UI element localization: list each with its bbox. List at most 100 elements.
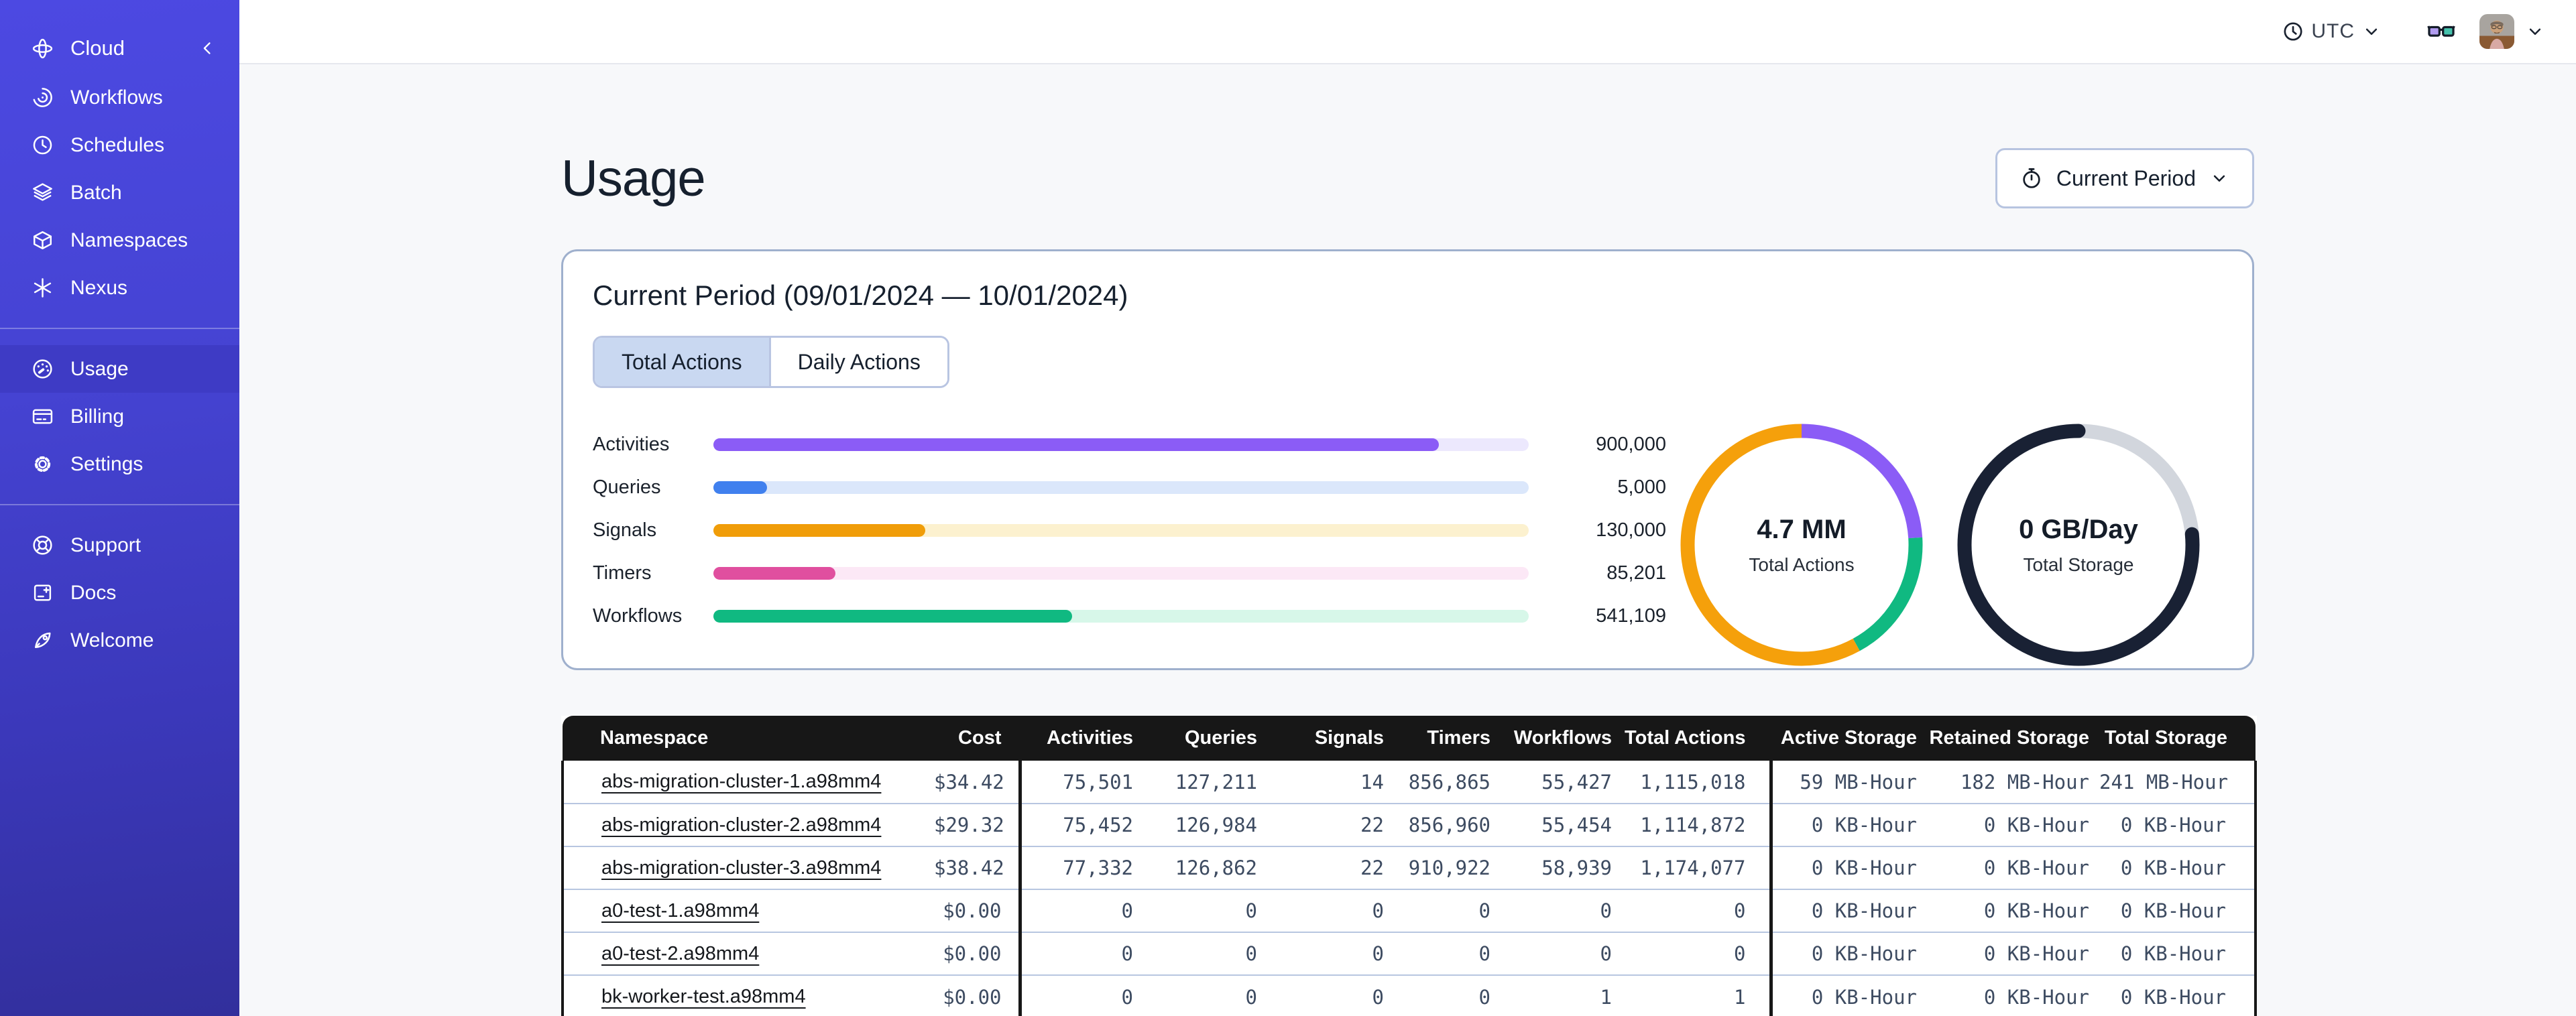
user-avatar[interactable] (2479, 14, 2514, 49)
namespace-cell[interactable]: abs-migration-cluster-3.a98mm4 (561, 846, 934, 889)
column-header-activities: Activities (1018, 716, 1143, 761)
sidebar-item-settings[interactable]: Settings (0, 440, 239, 488)
value-cell: 0 KB-Hour (1769, 846, 1927, 889)
value-cell: 0 (1143, 974, 1267, 1016)
clock-icon (2282, 20, 2304, 43)
tab-total-actions[interactable]: Total Actions (595, 338, 769, 386)
topbar: UTC (239, 0, 2576, 64)
bar-fill (713, 438, 1440, 451)
sidebar-item-label: Nexus (70, 276, 128, 299)
sidebar-item-docs[interactable]: Docs (0, 569, 239, 617)
namespace-link[interactable]: abs-migration-cluster-1.a98mm4 (601, 771, 882, 792)
value-cell: 0 KB-Hour (1769, 889, 1927, 932)
tab-daily-actions[interactable]: Daily Actions (768, 338, 947, 386)
value-cell: 1,174,077 (1622, 846, 1771, 889)
value-cell: 1 (1622, 974, 1771, 1016)
total-actions-donut: 4.7 MM Total Actions (1674, 418, 1929, 672)
namespace-cell[interactable]: a0-test-2.a98mm4 (561, 932, 934, 975)
sidebar-item-schedules[interactable]: Schedules (0, 121, 239, 169)
sidebar-item-usage[interactable]: Usage (0, 345, 239, 393)
column-header-retained-storage: Retained Storage (1927, 716, 2099, 761)
value-cell: 0 KB-Hour (1927, 974, 2099, 1016)
namespace-link[interactable]: abs-migration-cluster-3.a98mm4 (601, 856, 882, 879)
chevron-down-icon (2361, 21, 2382, 42)
sidebar-item-support[interactable]: Support (0, 521, 239, 569)
sidebar-item-workflows[interactable]: Workflows (0, 74, 239, 121)
namespace-link[interactable]: bk-worker-test.a98mm4 (601, 986, 806, 1007)
value-cell: 1 (1501, 974, 1622, 1016)
value-cell: 77,332 (1018, 846, 1143, 889)
value-cell: 127,211 (1175, 770, 1257, 793)
value-cell: 0 (1143, 932, 1267, 975)
value-cell: 0 (1501, 932, 1622, 975)
value-cell: 0 KB-Hour (2099, 932, 2257, 975)
sidebar-item-billing[interactable]: Billing (0, 393, 239, 440)
account-chevron-down-icon[interactable] (2525, 21, 2545, 42)
period-selector-button[interactable]: Current Period (1995, 148, 2254, 208)
collapse-sidebar-icon[interactable] (198, 39, 217, 58)
namespaces-icon (31, 229, 54, 252)
bar-fill (713, 609, 1073, 623)
value-cell: 0 (1267, 974, 1394, 1016)
table-row: a0-test-2.a98mm4 $0.00 0 0 0 0 0 0 0 KB-Hour 0 KB… (561, 932, 2257, 975)
namespace-cell[interactable]: bk-worker-test.a98mm4 (561, 974, 934, 1016)
column-header-signals: Signals (1267, 716, 1394, 761)
total-storage-value: 0 GB/Day (2019, 514, 2138, 544)
value-cell: 0 KB-Hour (1927, 932, 2099, 975)
sidebar-item-label: Settings (70, 452, 143, 475)
value-cell: $0.00 (934, 889, 1020, 932)
value-cell: 1,114,872 (1622, 803, 1771, 846)
value-cell: 0 (1143, 889, 1267, 932)
settings-icon (31, 452, 54, 476)
bar-value: 900,000 (1596, 433, 1666, 455)
table-row: abs-migration-cluster-3.a98mm4 $38.42 77,3… (561, 846, 2257, 889)
column-header-namespace: Namespace (563, 716, 934, 761)
brand-label: Cloud (70, 36, 125, 60)
sidebar-brand[interactable]: Cloud (0, 23, 239, 74)
sidebar-item-welcome[interactable]: Welcome (0, 617, 239, 664)
namespace-link[interactable]: abs-migration-cluster-2.a98mm4 (601, 814, 882, 836)
usage-bar-row: Activities 900,000 (593, 423, 1666, 466)
sidebar-divider (0, 328, 239, 329)
sidebar-divider (0, 504, 239, 505)
bar-value: 130,000 (1596, 519, 1666, 541)
column-header-queries: Queries (1143, 716, 1267, 761)
value-cell: 0 (1018, 889, 1143, 932)
workflows-icon (31, 86, 54, 109)
timezone-selector[interactable]: UTC (2282, 20, 2382, 43)
value-cell: 0 KB-Hour (2099, 974, 2257, 1016)
period-selector-label: Current Period (2056, 166, 2196, 190)
value-cell: 0 (1394, 889, 1501, 932)
bar-track (713, 566, 1529, 580)
total-storage-label: Total Storage (2023, 554, 2134, 575)
namespace-cell[interactable]: abs-migration-cluster-2.a98mm4 (561, 803, 934, 846)
support-icon (31, 533, 54, 557)
value-cell: 0 KB-Hour (2099, 889, 2257, 932)
actions-tabs: Total Actions Daily Actions (593, 336, 949, 388)
value-cell: $0.00 (934, 974, 1020, 1016)
sidebar-item-nexus[interactable]: Nexus (0, 264, 239, 312)
column-header-timers: Timers (1394, 716, 1501, 761)
value-cell: 126,984 (1143, 803, 1267, 846)
value-cell: 856,960 (1394, 803, 1501, 846)
sidebar-item-label: Docs (70, 581, 117, 604)
value-cell: 0 (1501, 889, 1622, 932)
value-cell: 0 (1622, 932, 1771, 975)
feedback-glasses-icon[interactable] (2426, 16, 2457, 47)
namespace-link[interactable]: a0-test-1.a98mm4 (601, 899, 760, 922)
namespace-cell[interactable]: abs-migration-cluster-1.a98mm4 (561, 761, 934, 804)
usage-bar-row: Workflows 541,109 (593, 594, 1666, 637)
column-header-total-storage: Total Storage (2099, 716, 2256, 761)
value-cell: 0 (1018, 974, 1143, 1016)
sidebar-item-label: Workflows (70, 86, 163, 109)
sidebar: Cloud Workflows Schedules Batch Namespaces N… (0, 0, 239, 1016)
bar-track (713, 481, 1529, 494)
value-cell: 58,939 (1501, 846, 1622, 889)
welcome-icon (31, 629, 54, 652)
sidebar-item-namespaces[interactable]: Namespaces (0, 216, 239, 264)
usage-bars: Activities 900,000 Queries 5,000 Signals 130,… (593, 423, 1666, 637)
schedules-icon (31, 133, 54, 157)
sidebar-item-batch[interactable]: Batch (0, 169, 239, 216)
namespace-cell[interactable]: a0-test-1.a98mm4 (561, 889, 934, 932)
namespace-link[interactable]: a0-test-2.a98mm4 (601, 942, 760, 964)
